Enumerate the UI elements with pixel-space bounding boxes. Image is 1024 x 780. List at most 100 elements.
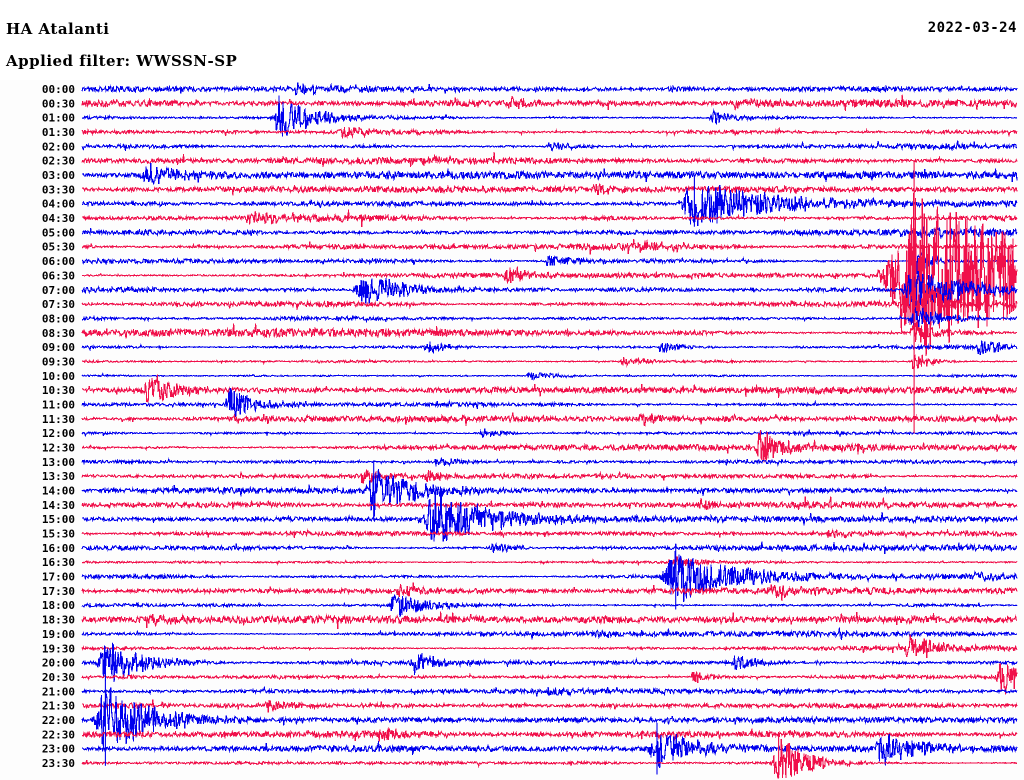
seismogram-trace: [82, 495, 1018, 542]
time-axis-label: 13:30: [42, 470, 75, 483]
seismogram-trace: [81, 209, 1018, 228]
seismogram-trace: [81, 224, 1018, 240]
time-axis-label: 02:30: [42, 155, 75, 168]
seismogram-trace: [81, 738, 1018, 779]
time-axis-label: 20:00: [42, 657, 75, 670]
seismogram-trace: [81, 699, 1018, 713]
time-axis-label: 04:30: [42, 212, 75, 225]
time-axis-label: 18:30: [42, 614, 75, 627]
time-axis-label: 09:30: [42, 355, 75, 368]
seismogram-trace: [81, 429, 1017, 463]
time-axis-label: 17:30: [42, 585, 75, 598]
time-axis-label: 12:00: [42, 427, 75, 440]
time-axis-label: 08:00: [42, 312, 75, 325]
seismogram-trace: [81, 685, 1018, 697]
time-axis-label: 00:00: [42, 83, 75, 96]
plot-background: [0, 80, 1024, 780]
seismogram-trace: [81, 140, 1018, 152]
seismogram-trace: [81, 528, 1018, 539]
time-axis-label: 06:30: [42, 269, 75, 282]
seismogram-trace: [81, 184, 1018, 226]
time-axis-label: 14:30: [42, 499, 75, 512]
seismogram-trace: [81, 192, 1018, 357]
seismogram-plot: 00:00 00:30 01:00 01:30 02:00 02:30 03:00 03:30…: [0, 80, 1024, 780]
seismogram-trace: [81, 733, 1018, 768]
time-axis-label: 23:30: [42, 757, 75, 770]
seismogram-trace: [81, 183, 1018, 196]
seismogram-trace: [81, 322, 1018, 343]
page-title: HA Atalanti: [6, 20, 110, 38]
seismogram-trace: [81, 687, 1018, 748]
time-axis-label: 00:30: [42, 97, 75, 110]
seismogram-trace: [81, 95, 1018, 137]
time-axis-label: 03:00: [42, 169, 75, 182]
time-axis-label: 15:30: [42, 528, 75, 541]
time-axis-label: 01:00: [42, 112, 75, 125]
seismogram-trace: [81, 151, 1018, 168]
seismogram-trace: [81, 307, 1018, 328]
time-axis-label: 14:00: [42, 485, 75, 498]
seismogram-trace: [81, 82, 1018, 96]
seismogram-trace: [81, 94, 1018, 112]
seismogram-trace: [81, 412, 1018, 427]
seismogram-trace: [81, 354, 1018, 370]
time-axis-label: 07:00: [42, 284, 75, 297]
seismogram-trace: [81, 556, 1018, 569]
seismogram-trace: [81, 541, 1018, 555]
seismogram-trace: [81, 551, 1018, 602]
time-axis-label: 05:00: [42, 226, 75, 239]
seismogram-trace: [81, 582, 1018, 602]
applied-filter-label: Applied filter: WWSSN-SP: [6, 52, 238, 70]
time-axis-label: 05:30: [42, 241, 75, 254]
seismogram-trace: [81, 593, 1018, 618]
seismogram-trace: [81, 469, 1018, 517]
seismogram-trace: [81, 239, 1018, 255]
seismogram-trace: [81, 726, 1018, 742]
seismogram-trace: [81, 162, 1018, 185]
time-axis-label: 22:00: [42, 714, 75, 727]
time-axis-label: 03:30: [42, 183, 75, 196]
time-axis-label: 04:00: [42, 198, 75, 211]
time-axis-label: 02:00: [42, 140, 75, 153]
seismogram-trace: [81, 469, 1018, 484]
time-axis-label: 11:00: [42, 398, 75, 411]
seismogram-trace: [81, 374, 1018, 403]
time-axis-label: 16:30: [42, 556, 75, 569]
seismogram-trace: [81, 340, 1018, 355]
time-axis-label: 01:30: [42, 126, 75, 139]
time-axis-label: 21:30: [42, 700, 75, 713]
time-axis-label: 16:00: [42, 542, 75, 555]
time-axis-label: 06:00: [42, 255, 75, 268]
time-axis-label: 19:30: [42, 642, 75, 655]
seismogram-trace: [81, 249, 1018, 275]
time-axis-label: 18:00: [42, 599, 75, 612]
seismogram-trace: [81, 371, 1018, 381]
seismogram-trace: [81, 642, 1018, 682]
seismogram-trace: [81, 634, 1018, 659]
seismogram-trace: [81, 271, 1018, 311]
time-axis-label: 15:00: [42, 513, 75, 526]
date-label: 2022-03-24: [927, 20, 1017, 36]
time-axis-label: 11:30: [42, 413, 75, 426]
time-axis-label: 07:30: [42, 298, 75, 311]
seismogram-trace: [81, 387, 1018, 418]
time-axis-label: 10:30: [42, 384, 75, 397]
time-axis-label: 23:00: [42, 743, 75, 756]
time-axis-label: 08:30: [42, 327, 75, 340]
seismogram-trace: [81, 456, 1018, 467]
time-axis-label: 17:00: [42, 571, 75, 584]
seismogram-trace: [81, 126, 1018, 139]
time-axis-label: 21:00: [42, 685, 75, 698]
time-axis-label: 13:00: [42, 456, 75, 469]
seismogram-trace: [81, 428, 1018, 438]
time-axis-label: 19:00: [42, 628, 75, 641]
time-axis-label: 09:00: [42, 341, 75, 354]
seismogram-trace: [81, 496, 1018, 511]
seismogram-trace: [81, 279, 1018, 328]
time-axis-label: 20:30: [42, 671, 75, 684]
time-axis-label: 12:30: [42, 442, 75, 455]
seismogram-trace: [81, 611, 1018, 629]
time-axis-label: 10:00: [42, 370, 75, 383]
